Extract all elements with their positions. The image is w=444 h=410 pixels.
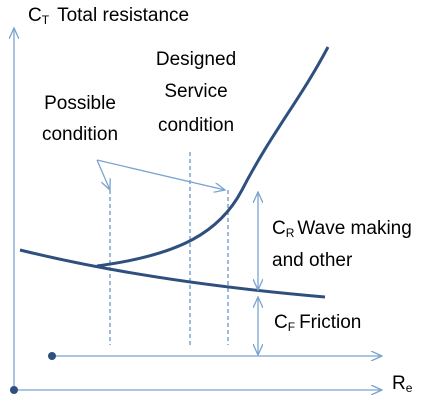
wave-label: and other	[272, 250, 353, 271]
possible-label: condition	[42, 124, 118, 145]
speed-dot	[48, 352, 56, 360]
designed-label: Service	[164, 81, 227, 102]
pointer-arrow	[96, 159, 110, 190]
wave-label: CR Wave making	[272, 218, 412, 240]
pointer-arrow	[96, 159, 225, 190]
friction-label: CF Friction	[274, 312, 361, 334]
y-axis-label: CT Total resistance	[28, 5, 189, 27]
total-curve	[96, 46, 330, 268]
designed-label: Designed	[156, 49, 236, 70]
designed-label: condition	[158, 115, 234, 136]
friction-curve	[19, 248, 326, 299]
x-axis-label: Re	[392, 373, 413, 395]
possible-label: Possible	[44, 93, 116, 114]
origin-dot	[10, 386, 18, 394]
